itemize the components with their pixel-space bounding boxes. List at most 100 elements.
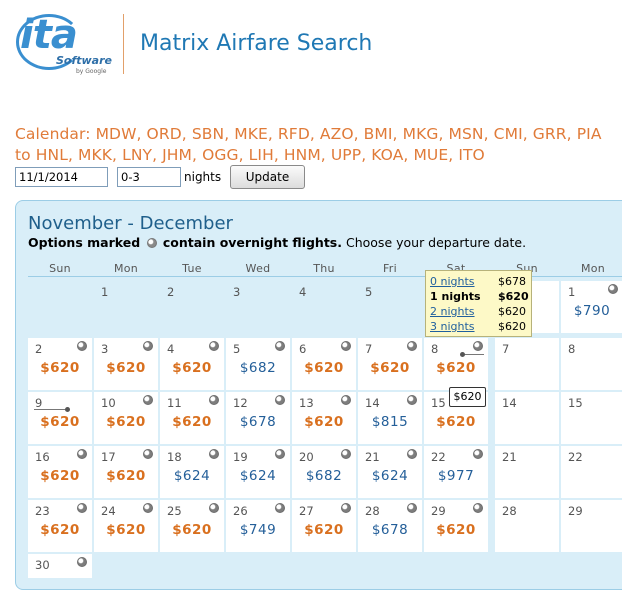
day-number: 26 — [233, 504, 248, 518]
overnight-icon — [143, 449, 153, 459]
overnight-icon — [473, 449, 483, 459]
day-number: 2 — [167, 285, 175, 299]
calendar-day-cell[interactable]: 1 $790 — [561, 281, 622, 333]
calendar-day-cell[interactable]: 29 $620 — [424, 500, 488, 552]
lowest-fare-price[interactable]: $620 — [370, 360, 410, 376]
lowest-fare-price[interactable]: $620 — [106, 468, 146, 484]
day-number: 20 — [299, 450, 314, 464]
lowest-fare-price[interactable]: $620 — [172, 522, 212, 538]
calendar-day-cell[interactable]: 10 $620 — [94, 392, 158, 444]
calendar-day-cell[interactable]: 25 $620 — [160, 500, 224, 552]
lowest-fare-price[interactable]: $620 — [172, 414, 212, 430]
calendar-day-cell[interactable]: 11 $620 — [160, 392, 224, 444]
tooltip-row[interactable]: 0 nights $678 — [430, 275, 530, 290]
calendar-day-cell[interactable]: 21 $624 — [358, 446, 422, 498]
overnight-icon — [341, 503, 351, 513]
day-number: 24 — [101, 504, 116, 518]
calendar-day-cell[interactable]: 5 $682 — [226, 338, 290, 390]
calendar-day-cell[interactable]: 4 $620 — [160, 338, 224, 390]
ita-software-logo[interactable]: ita Software by Google — [16, 10, 112, 78]
day-number: 1 — [568, 285, 576, 299]
calendar-day-cell[interactable]: 14 $815 — [358, 392, 422, 444]
update-button[interactable]: Update — [230, 165, 305, 189]
calendar-day-cell[interactable]: 7 $620 — [358, 338, 422, 390]
day-number: 15 — [568, 396, 583, 410]
calendar-day-cell[interactable]: 20 $682 — [292, 446, 356, 498]
day-number: 4 — [299, 285, 307, 299]
calendar-day-cell: 14 — [495, 392, 559, 444]
calendar-day-cell[interactable]: 24 $620 — [94, 500, 158, 552]
day-number: 14 — [365, 396, 380, 410]
overnight-icon — [341, 449, 351, 459]
lowest-fare-price[interactable]: $620 — [436, 522, 476, 538]
lowest-fare-price[interactable]: $620 — [106, 414, 146, 430]
fare-price[interactable]: $749 — [239, 522, 277, 538]
calendar-day-cell[interactable]: 22 $977 — [424, 446, 488, 498]
day-number: 15 — [431, 396, 446, 410]
calendar-day-cell[interactable]: 27 $620 — [292, 500, 356, 552]
fare-price[interactable]: $682 — [305, 468, 343, 484]
day-number: 19 — [233, 450, 248, 464]
lowest-fare-price[interactable]: $620 — [304, 414, 344, 430]
calendar-day-cell[interactable]: 6 $620 — [292, 338, 356, 390]
calendar-day-cell[interactable]: 9 $620 — [28, 392, 92, 444]
fare-price[interactable]: $790 — [573, 303, 611, 319]
day-number: 4 — [167, 342, 175, 356]
calendar-day-cell[interactable]: 23 $620 — [28, 500, 92, 552]
fare-price[interactable]: $624 — [173, 468, 211, 484]
lowest-fare-price[interactable]: $620 — [436, 360, 476, 376]
day-number: 30 — [35, 558, 50, 572]
day-number: 9 — [35, 396, 43, 410]
lowest-fare-price[interactable]: $620 — [106, 360, 146, 376]
overnight-legend: Options marked contain overnight flights… — [28, 235, 526, 250]
lowest-fare-price[interactable]: $620 — [304, 360, 344, 376]
calendar-day-cell[interactable]: 17 $620 — [94, 446, 158, 498]
calendar-day-cell[interactable]: 16 $620 — [28, 446, 92, 498]
lowest-fare-price[interactable]: $620 — [40, 522, 80, 538]
weekday-header: Tue — [182, 262, 202, 275]
weekday-header: Mon — [113, 262, 139, 275]
calendar-day-cell[interactable]: 2 $620 — [28, 338, 92, 390]
calendar-day-cell[interactable]: 12 $678 — [226, 392, 290, 444]
fare-price[interactable]: $682 — [239, 360, 277, 376]
lowest-fare-price[interactable]: $620 — [40, 414, 80, 430]
calendar-heading: Calendar: MDW, ORD, SBN, MKE, RFD, AZO, … — [15, 125, 602, 164]
overnight-icon — [209, 341, 219, 351]
fare-price[interactable]: $678 — [371, 522, 409, 538]
tooltip-row[interactable]: 3 nights $620 — [430, 320, 530, 335]
lowest-fare-price[interactable]: $620 — [40, 468, 80, 484]
calendar-day-cell[interactable]: 8 $620 — [424, 338, 488, 390]
logo-sub-text: Software — [56, 54, 112, 67]
lowest-fare-price[interactable]: $620 — [436, 414, 476, 430]
overnight-icon — [275, 503, 285, 513]
nights-range-input[interactable]: 0-3 — [117, 167, 181, 187]
fare-price[interactable]: $977 — [437, 468, 475, 484]
fare-price[interactable]: $624 — [371, 468, 409, 484]
tooltip-row[interactable]: 2 nights $620 — [430, 305, 530, 320]
calendar-day-cell[interactable]: 18 $624 — [160, 446, 224, 498]
day-number: 7 — [365, 342, 373, 356]
fare-price[interactable]: $678 — [239, 414, 277, 430]
fare-price[interactable]: $815 — [371, 414, 409, 430]
overnight-icon — [407, 395, 417, 405]
overnight-icon — [341, 341, 351, 351]
lowest-fare-price[interactable]: $620 — [106, 522, 146, 538]
lowest-fare-price[interactable]: $620 — [172, 360, 212, 376]
calendar-day-cell: 15 — [561, 392, 622, 444]
calendar-day-cell[interactable]: 28 $678 — [358, 500, 422, 552]
calendar-day-cell[interactable]: 13 $620 — [292, 392, 356, 444]
overnight-icon — [341, 395, 351, 405]
tooltip-nights-link[interactable]: 2 nights — [430, 305, 475, 318]
calendar-day-cell[interactable]: 3 $620 — [94, 338, 158, 390]
day-number: 22 — [431, 450, 446, 464]
trip-span-line — [462, 354, 484, 355]
calendar-day-cell[interactable]: 26 $749 — [226, 500, 290, 552]
tooltip-nights-link[interactable]: 0 nights — [430, 275, 475, 288]
calendar-day-cell[interactable]: 19 $624 — [226, 446, 290, 498]
lowest-fare-price[interactable]: $620 — [304, 522, 344, 538]
nights-tooltip: 0 nights $678 1 nights $620 2 nights $62… — [425, 270, 532, 337]
tooltip-nights-link[interactable]: 3 nights — [430, 320, 475, 333]
lowest-fare-price[interactable]: $620 — [40, 360, 80, 376]
fare-price[interactable]: $624 — [239, 468, 277, 484]
departure-date-input[interactable]: 11/1/2014 — [15, 167, 108, 187]
